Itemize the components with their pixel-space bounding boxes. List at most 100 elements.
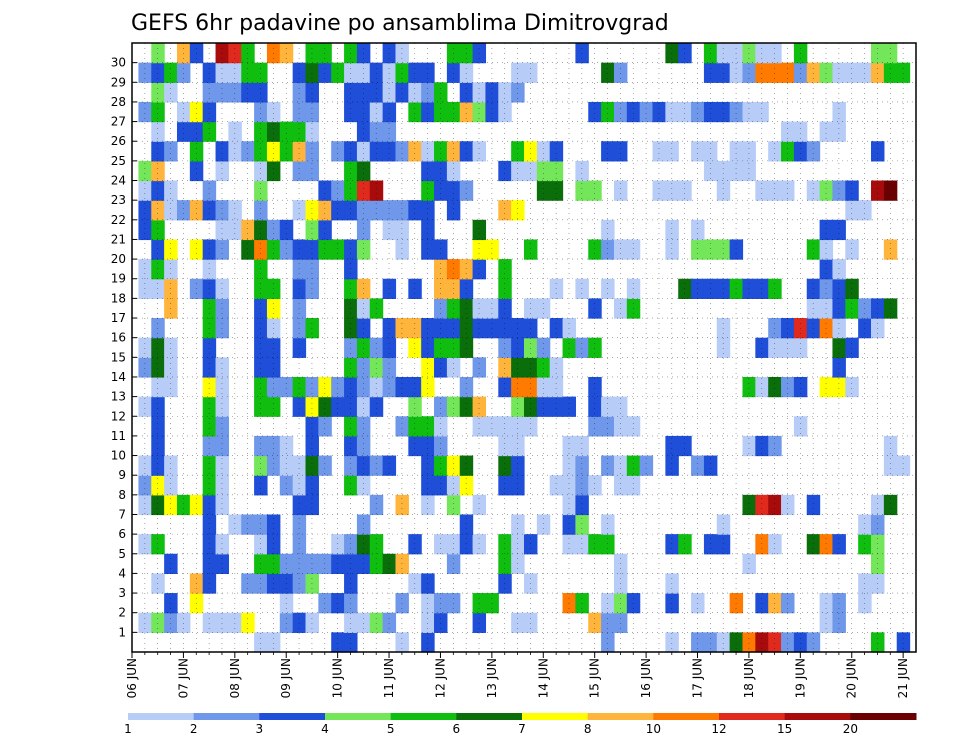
heatmap-cell [421,180,435,201]
heatmap-cell [164,62,178,83]
heatmap-cell [369,455,384,476]
heatmap-cell [524,396,538,417]
heatmap-cell [279,475,294,496]
heatmap-cell [138,101,152,123]
color-legend: 1 2 3 4 5 6 7 8 10 12 15 20 [124,713,917,736]
heatmap-cell [613,593,628,614]
heatmap-cell [781,494,795,516]
heatmap-cell [742,141,756,162]
heatmap-cell [511,553,525,575]
heatmap-cell [382,82,397,103]
heatmap-cell [266,141,281,162]
heatmap-cell [241,612,255,633]
heatmap-cell [601,101,615,123]
heatmap-cell [459,455,474,476]
heatmap-cell [356,62,371,83]
heatmap-cell [549,475,564,496]
heatmap-cell [292,534,307,555]
heatmap-cell [781,376,795,398]
heatmap-cell [202,435,217,457]
heatmap-cell [202,318,217,339]
heatmap-cell [344,82,358,103]
heatmap-cell [266,435,281,457]
heatmap-cell [652,180,666,201]
y-tick-label: 5 [118,547,126,561]
heatmap-cell [241,514,255,535]
heatmap-cell [421,141,435,162]
heatmap-cell [176,494,191,516]
heatmap-cell [189,239,204,260]
heatmap-cell [202,180,217,201]
heatmap-cell [588,396,602,417]
heatmap-cell [279,121,294,142]
heatmap-cell [819,278,834,299]
heatmap-cell [266,514,281,535]
heatmap-cell [858,62,872,83]
heatmap-cell [305,259,319,280]
legend-swatch [259,713,326,720]
heatmap-cell [215,612,229,633]
heatmap-cell [716,337,731,358]
heatmap-cell [691,101,705,123]
heatmap-cell [254,514,268,535]
heatmap-cell [575,514,589,535]
heatmap-cell [511,200,525,221]
heatmap-cell [871,43,885,64]
heatmap-cell [151,259,165,280]
heatmap-cell [781,121,795,142]
heatmap-cell [871,534,885,555]
heatmap-cell [755,376,769,398]
heatmap-cell [176,101,191,123]
heatmap-cell [459,318,474,339]
heatmap-cell [344,180,358,201]
heatmap-cell [421,455,435,476]
heatmap-cell [498,573,512,594]
heatmap-cell [459,259,474,280]
heatmap-cell [382,455,397,476]
heatmap-cell [703,141,718,162]
heatmap-cell [318,180,332,201]
x-tick-label: 07 JUN [176,658,190,698]
y-tick-label: 12 [111,409,126,423]
legend-label: 5 [387,722,395,736]
heatmap-cell [613,180,628,201]
heatmap-cell [151,219,165,241]
heatmap-cell [575,337,589,358]
heatmap-cell [652,101,666,123]
legend-swatch [193,713,260,720]
heatmap-cell [472,494,487,516]
heatmap-cell [613,101,628,123]
heatmap-cell [176,200,191,221]
heatmap-cell [716,62,731,83]
heatmap-cell [639,455,654,476]
heatmap-cell [524,612,538,633]
heatmap-cell [202,455,217,476]
heatmap-cell [254,239,268,260]
heatmap-cell [858,514,872,535]
heatmap-cell [434,475,448,496]
heatmap-cell [768,534,782,555]
heatmap-cell [716,632,731,653]
heatmap-cell [344,612,358,633]
heatmap-cell [292,278,307,299]
heatmap-cell [793,337,808,358]
heatmap-cell [318,396,332,417]
heatmap-cell [254,180,268,201]
heatmap-cell [344,278,358,299]
heatmap-cell [344,298,358,319]
heatmap-cell [536,180,551,201]
heatmap-cell [562,534,577,555]
heatmap-cell [305,101,319,123]
legend-label: 12 [711,722,726,736]
heatmap-cell [511,416,525,437]
heatmap-cell [215,239,229,260]
heatmap-cell [305,200,319,221]
heatmap-cell [202,494,217,516]
heatmap-cell [485,101,499,123]
heatmap-cell [408,82,422,103]
heatmap-cell [305,573,319,594]
heatmap-cell [241,239,255,260]
heatmap-cell [164,475,178,496]
x-tick-label: 14 JUN [536,658,550,698]
heatmap-cell [511,455,525,476]
